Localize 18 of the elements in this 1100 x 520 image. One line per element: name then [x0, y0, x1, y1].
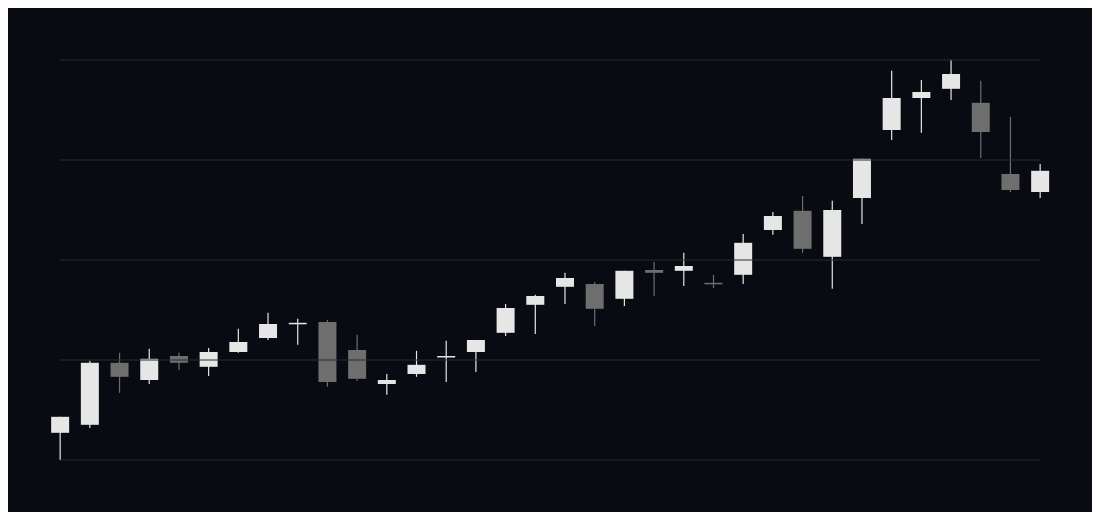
- candlestick: [1001, 116, 1020, 193]
- candlestick: [229, 328, 248, 354]
- candlestick: [674, 252, 693, 287]
- candlestick: [645, 261, 664, 297]
- candlestick: [259, 312, 278, 341]
- candlestick: [763, 211, 782, 236]
- candlestick: [912, 79, 931, 134]
- candlestick: [556, 272, 574, 305]
- candlestick: [526, 294, 545, 335]
- candlestick: [942, 59, 961, 101]
- candlestick: [466, 339, 485, 373]
- candlestick: [110, 352, 129, 394]
- candlestick: [1031, 163, 1050, 199]
- candlestick: [407, 350, 426, 378]
- candlestick: [140, 348, 159, 385]
- candlestick: [377, 373, 396, 396]
- candlestick: [51, 416, 70, 461]
- candlestick: [437, 340, 456, 383]
